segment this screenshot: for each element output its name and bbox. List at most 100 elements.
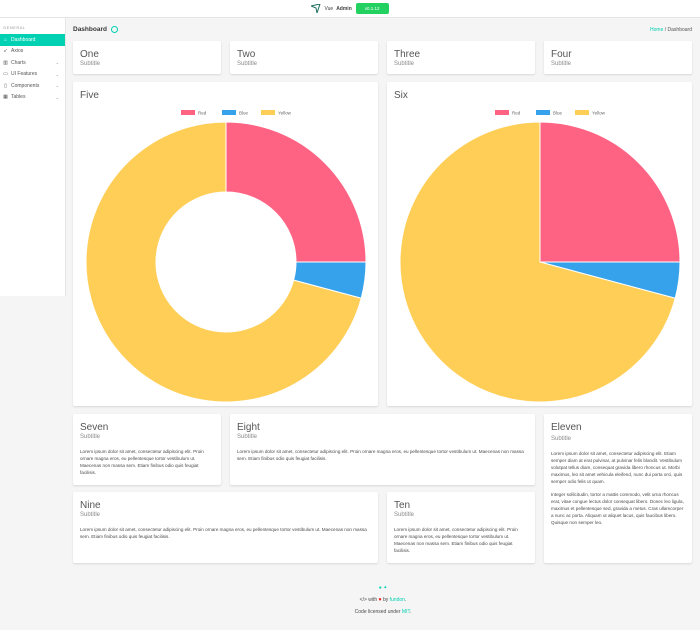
slice-red[interactable] [539, 121, 681, 263]
card-eleven: Eleven Subtitle Lorem ipsum dolor sit amet… [544, 414, 692, 563]
sidebar-item-components[interactable]: ▯ Components ⌄ [0, 80, 65, 92]
legend-swatch-red[interactable] [181, 110, 195, 115]
slice-yellow[interactable] [85, 121, 362, 403]
sidebar-item-ui-features[interactable]: ▭ UI Features ⌄ [0, 69, 65, 81]
card-two: Two Subtitle [230, 41, 378, 74]
footer-period: . [404, 597, 407, 603]
sidebar-section-label: GENERAL [3, 25, 26, 30]
card-title: One [80, 49, 99, 60]
card-three: Three Subtitle [387, 41, 535, 74]
breadcrumb-home[interactable]: Home [650, 27, 664, 33]
license-suffix: . [409, 609, 412, 615]
footer-by: by [382, 597, 389, 603]
sidebar-item-label: Dashboard [11, 36, 36, 43]
code-icon: </> [359, 597, 367, 603]
card-seven: Seven Subtitle Lorem ipsum dolor sit amet,… [73, 414, 221, 485]
chevron-down-icon[interactable]: ⌄ [55, 94, 59, 100]
twitter-icon[interactable]: ✦ [383, 585, 388, 591]
card-subtitle: Subtitle [551, 61, 572, 67]
breadcrumb: Home / Dashboard [650, 27, 692, 33]
home-icon: ⌂ [3, 36, 8, 43]
pie-chart: Red Blue Yellow [399, 110, 681, 403]
author-link[interactable]: fundon [389, 597, 405, 603]
card-subtitle: Subtitle [80, 61, 101, 67]
legend-label-blue[interactable]: Blue [553, 111, 563, 116]
card-text: Lorem ipsum dolor sit amet, consectetur … [80, 527, 367, 540]
legend-swatch-yellow[interactable] [261, 110, 275, 115]
card-title: Six [394, 90, 408, 101]
sidebar-item-dashboard[interactable]: ⌂ Dashboard [0, 34, 65, 46]
legend-swatch-red[interactable] [495, 110, 509, 115]
legend-label-red[interactable]: Red [512, 111, 521, 116]
chevron-down-icon[interactable]: ⌄ [55, 71, 59, 77]
card-ten: Ten Subtitle Lorem ipsum dolor sit amet, c… [387, 492, 535, 563]
page-title: Dashboard [73, 26, 118, 33]
top-navbar: Vue Admin v0.1.12 [0, 0, 700, 18]
version-badge[interactable]: v0.1.12 [355, 3, 389, 14]
card-title: Five [80, 90, 99, 101]
github-icon[interactable] [110, 26, 118, 33]
card-title: Four [551, 49, 572, 60]
paragraph: Lorem ipsum dolor sit amet, consectetur … [551, 451, 683, 485]
heart-icon: ♥ [378, 597, 382, 603]
card-text: Lorem ipsum dolor sit amet, consectetur … [394, 527, 518, 554]
chevron-down-icon[interactable]: ⌄ [55, 83, 59, 89]
brand-bold: Admin [336, 5, 352, 12]
paragraph: Integer sollicitudin, tortor a mattis co… [551, 491, 684, 525]
table-icon: ▦ [3, 94, 8, 101]
card-subtitle: Subtitle [394, 512, 415, 518]
legend-label-yellow[interactable]: Yellow [278, 111, 292, 116]
card-one: One Subtitle [73, 41, 221, 74]
logo-icon [311, 4, 321, 13]
sidebar-item-tables[interactable]: ▦ Tables ⌄ [0, 92, 65, 104]
card-five: Five Red Blue Yellow [73, 82, 378, 406]
legend-label-blue[interactable]: Blue [239, 111, 249, 116]
card-subtitle: Subtitle [237, 434, 258, 440]
card-subtitle: Subtitle [237, 61, 258, 67]
card-title: Three [394, 49, 421, 60]
card-title: Two [237, 49, 256, 60]
breadcrumb-sep: / [663, 27, 668, 33]
card-text: Lorem ipsum dolor sit amet, consectetur … [237, 449, 524, 462]
github-icon[interactable]: ● [378, 585, 382, 591]
license-link[interactable]: MIT [401, 609, 410, 615]
bar-chart-icon: ▥ [3, 59, 8, 66]
card-text: Lorem ipsum dolor sit amet, consectetur … [551, 450, 685, 526]
slice-red[interactable] [225, 121, 367, 263]
breadcrumb-current: Dashboard [667, 27, 692, 33]
sidebar-item-label: Charts [11, 59, 26, 66]
legend-swatch-blue[interactable] [536, 110, 550, 115]
laptop-icon: ▭ [3, 71, 8, 78]
brand-logo[interactable]: Vue Admin [311, 4, 352, 13]
card-six: Six Red Blue Yellow [387, 82, 692, 406]
chevron-down-icon[interactable]: ⌄ [55, 60, 59, 66]
slice-yellow[interactable] [399, 121, 676, 403]
legend-label-yellow[interactable]: Yellow [592, 111, 606, 116]
legend-swatch-yellow[interactable] [575, 110, 589, 115]
card-subtitle: Subtitle [80, 434, 101, 440]
sidebar-item-charts[interactable]: ▥ Charts ⌄ [0, 57, 65, 69]
sidebar: GENERAL ⌂ Dashboard ➶ Axios ▥ Charts ⌄ ▭ UI Feat… [0, 18, 66, 296]
page-title-text: Dashboard [73, 26, 107, 33]
brand-prefix: Vue [324, 5, 334, 12]
card-title: Seven [80, 422, 109, 433]
card-subtitle: Subtitle [551, 436, 572, 442]
footer: ● ✦ </> with ♥ by fundon. Code licensed … [66, 585, 700, 621]
card-subtitle: Subtitle [394, 61, 415, 67]
legend-label-red[interactable]: Red [198, 111, 207, 116]
card-four: Four Subtitle [544, 41, 692, 74]
card-title: Eight [237, 422, 260, 433]
legend-swatch-blue[interactable] [222, 110, 236, 115]
cube-icon: ▯ [4, 82, 7, 89]
sidebar-item-axios[interactable]: ➶ Axios [0, 46, 65, 58]
sidebar-item-label: Tables [11, 94, 26, 101]
doughnut-chart: Red Blue Yellow [85, 110, 367, 403]
sidebar-item-label: Components [11, 82, 40, 89]
card-subtitle: Subtitle [80, 512, 101, 518]
sidebar-item-label: Axios [11, 48, 24, 55]
card-title: Eleven [551, 422, 582, 433]
rocket-icon: ➶ [3, 48, 8, 55]
card-eight: Eight Subtitle Lorem ipsum dolor sit amet,… [230, 414, 535, 485]
sidebar-item-label: UI Features [11, 71, 38, 78]
card-text: Lorem ipsum dolor sit amet, consectetur … [80, 449, 204, 476]
